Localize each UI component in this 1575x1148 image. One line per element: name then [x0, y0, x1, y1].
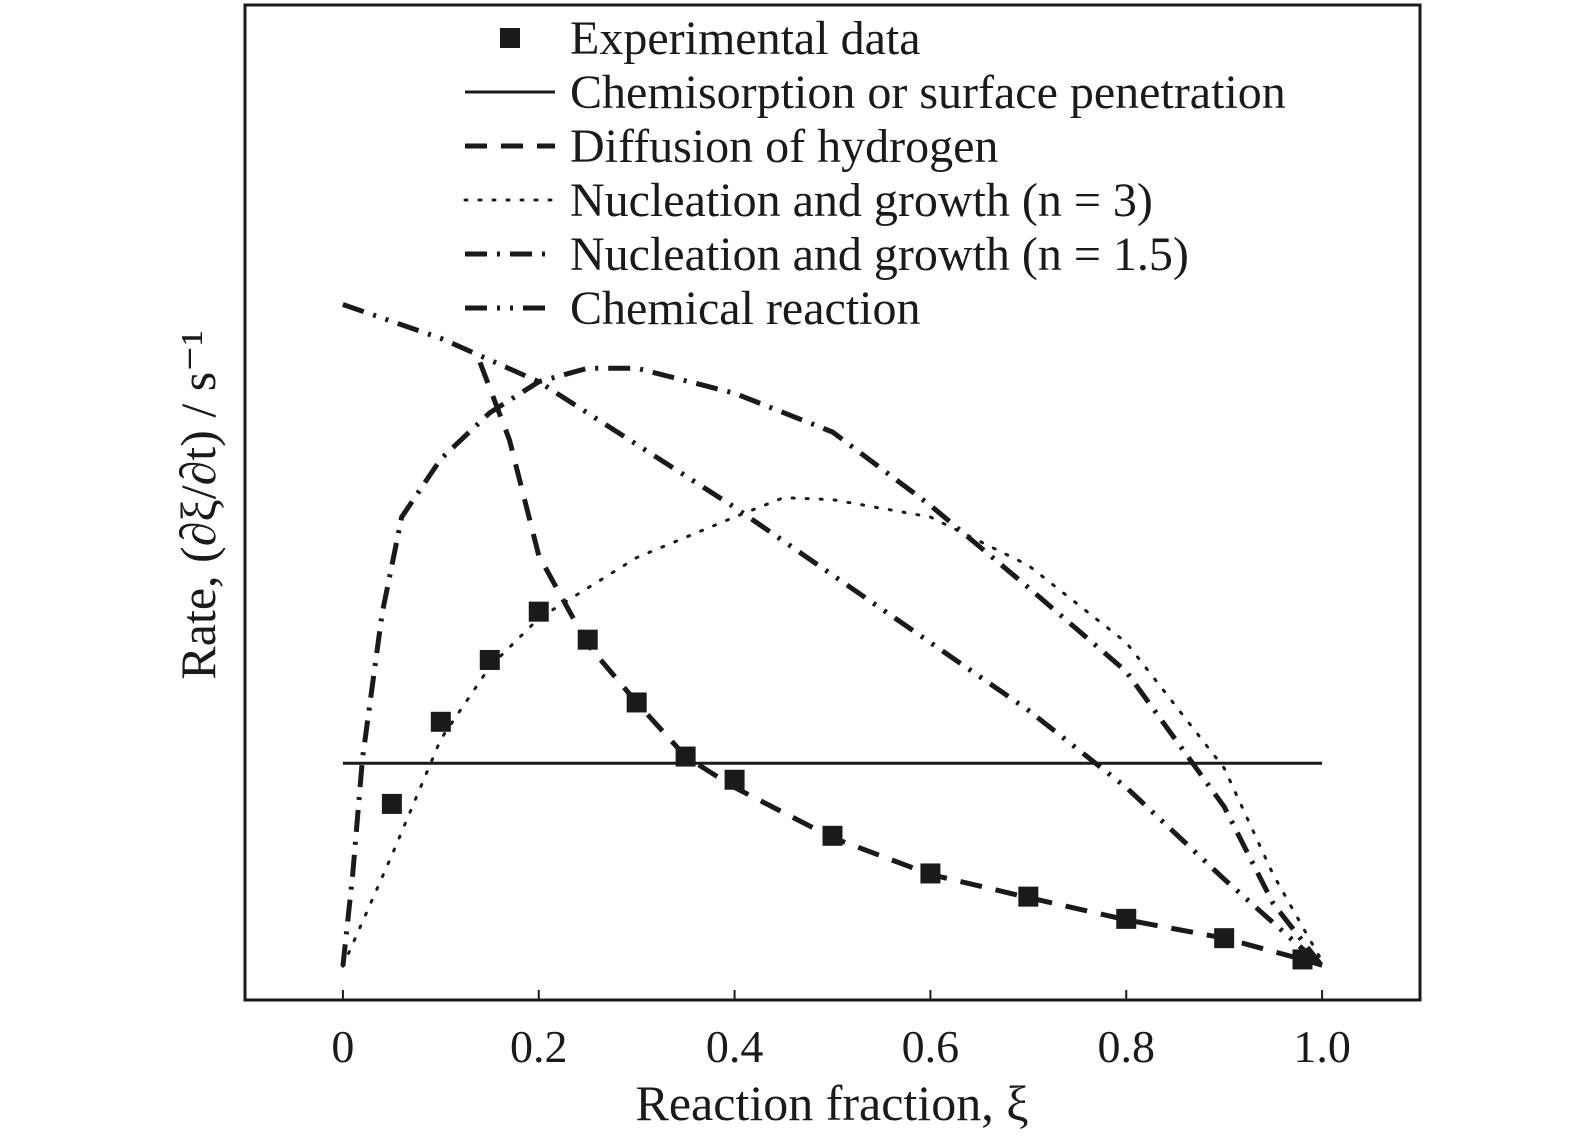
plot-frame [243, 3, 1422, 1002]
legend-label-experimental-data: Experimental data [570, 12, 921, 65]
series-layer [340, 302, 1325, 969]
x-tick-label: 0 [331, 1021, 354, 1072]
x-axis-label: Reaction fraction, ξ [636, 1075, 1029, 1131]
experimental-data-point [1116, 908, 1137, 929]
experimental-data-point [626, 692, 647, 713]
legend-label-chemical-reaction: Chemical reaction [570, 282, 921, 335]
chemical-reaction-curve [342, 302, 1324, 969]
experimental-data-point [1292, 949, 1313, 970]
diffusion-of-hydrogen-curve [477, 361, 1323, 968]
nucleation-and-growth-n-3-curve [341, 496, 1324, 968]
y-axis-label: Rate, (∂ξ/∂t) / s⁻¹ [170, 330, 226, 679]
experimental-data-point [479, 649, 500, 670]
legend-marker-experimental-data [500, 28, 520, 48]
experimental-data-point [822, 825, 843, 846]
experimental-data-point [724, 769, 745, 790]
experimental-data-point [1214, 928, 1235, 949]
x-tick-label: 0.4 [706, 1021, 764, 1072]
x-tick-label: 0.8 [1098, 1021, 1156, 1072]
nucleation-and-growth-n-1-5-curve [340, 365, 1325, 968]
legend-label-diffusion-of-hydrogen: Diffusion of hydrogen [570, 120, 998, 173]
legend-label-nucleation-and-growth-n-3: Nucleation and growth (n = 3) [570, 174, 1153, 227]
experimental-data-point [430, 711, 451, 732]
experimental-data-point [528, 601, 549, 622]
experimental-data-point [675, 746, 696, 767]
x-tick-label: 0.2 [510, 1021, 568, 1072]
experimental-data-point [920, 863, 941, 884]
experimental-data-point [381, 793, 402, 814]
x-tick-label: 0.6 [902, 1021, 960, 1072]
experimental-data-point [1018, 886, 1039, 907]
x-axis-ticks: 0 0.2 0.4 0.6 0.8 1.0 [331, 990, 1351, 1072]
legend-label-chemisorption-or-surface-penetration: Chemisorption or surface penetration [570, 66, 1286, 119]
legend-label-nucleation-and-growth-n-1-5: Nucleation and growth (n = 1.5) [570, 228, 1189, 281]
experimental-data-point [577, 629, 598, 650]
experimental-markers [381, 601, 1313, 970]
x-tick-label: 1.0 [1293, 1021, 1351, 1072]
